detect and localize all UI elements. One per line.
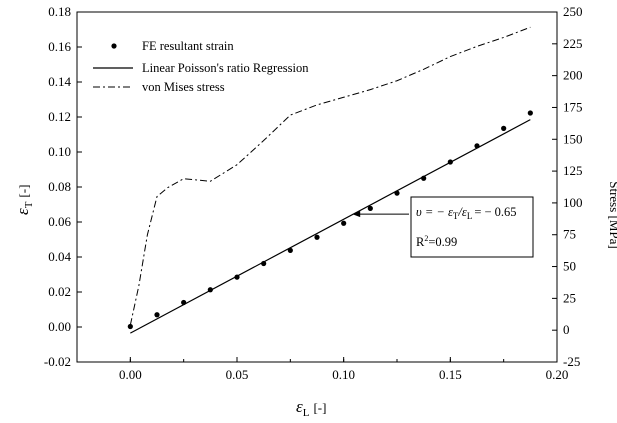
x-axis-label: εL [-] xyxy=(296,397,326,419)
y-tick-label: 0.08 xyxy=(48,179,71,194)
data-point xyxy=(341,220,347,226)
y2-tick-label: 200 xyxy=(563,68,583,83)
x-tick-label: 0.20 xyxy=(546,367,569,382)
data-point xyxy=(261,260,267,267)
data-point xyxy=(154,312,160,318)
y-tick-label: 0.18 xyxy=(48,4,71,19)
data-point xyxy=(287,247,293,253)
data-point xyxy=(394,190,400,196)
y2-tick-label: 0 xyxy=(563,322,570,337)
data-point xyxy=(474,143,480,149)
y2-tick-label: 125 xyxy=(563,163,583,178)
y-axis-label: εT[-] xyxy=(13,185,35,215)
y2-tick-label: 100 xyxy=(563,195,583,210)
data-point xyxy=(447,159,453,165)
series-fe-strain xyxy=(127,110,533,330)
series-von-mises-stress xyxy=(129,26,531,326)
x-tick-label: 0.05 xyxy=(226,367,249,382)
legend-label-regression: Linear Poisson's ratio Regression xyxy=(142,61,309,75)
y2-tick-label: 50 xyxy=(563,259,576,274)
y2-axis-label: Stress [MPa] xyxy=(607,181,617,249)
data-point xyxy=(127,323,133,330)
data-point xyxy=(501,125,507,131)
data-point xyxy=(181,299,187,306)
legend: FE resultant strain Linear Poisson's rat… xyxy=(93,39,309,94)
stress-line xyxy=(129,26,531,326)
y2-tick-label: 175 xyxy=(563,99,583,114)
annotation: υ = − εT/εL = − 0.65 R2=0.99 xyxy=(352,196,534,258)
y-tick-label: 0.00 xyxy=(48,319,71,334)
legend-label-stress: von Mises stress xyxy=(142,80,225,94)
data-point xyxy=(367,205,373,211)
legend-marker-points xyxy=(111,43,117,49)
y2-tick-label: 150 xyxy=(563,131,583,146)
x-tick-label: 0.10 xyxy=(332,367,355,382)
y-tick-label: -0.02 xyxy=(44,354,71,369)
y2-tick-label: 75 xyxy=(563,227,576,242)
y2-tick-label: -25 xyxy=(563,354,580,369)
y-axis: -0.02 0.00 0.02 0.04 0.06 0.08 0.10 0.12 0.14 0.1… xyxy=(44,4,82,369)
y2-tick-label: 25 xyxy=(563,290,576,305)
y-tick-label: 0.16 xyxy=(48,39,71,54)
data-point xyxy=(314,234,320,240)
y-tick-label: 0.12 xyxy=(48,109,71,124)
y-tick-label: 0.10 xyxy=(48,144,71,159)
annotation-arrowhead xyxy=(352,211,361,218)
x-tick-label: 0.00 xyxy=(119,367,142,382)
y-tick-label: 0.02 xyxy=(48,284,71,299)
data-point xyxy=(207,287,213,293)
x-tick-label: 0.15 xyxy=(439,367,462,382)
y2-tick-label: 225 xyxy=(563,36,583,51)
data-point xyxy=(527,110,533,116)
y2-tick-label: 250 xyxy=(563,4,583,19)
data-point xyxy=(421,175,427,181)
annotation-box xyxy=(410,196,534,258)
x-axis: 0.00 0.05 0.10 0.15 0.20 xyxy=(76,357,569,382)
y-tick-label: 0.04 xyxy=(48,249,71,264)
annotation-equation: υ = − εT/εL = − 0.65 xyxy=(416,205,517,221)
y2-axis: -25 0 25 50 75 100 125 150 175 200 225 250 xyxy=(552,4,583,369)
series-regression xyxy=(130,119,531,334)
y-tick-label: 0.06 xyxy=(48,214,71,229)
data-point xyxy=(234,274,240,280)
y-tick-label: 0.14 xyxy=(48,74,71,89)
legend-label-points: FE resultant strain xyxy=(142,39,234,53)
regression-line xyxy=(130,119,531,334)
annotation-r2: R2=0.99 xyxy=(416,234,457,249)
